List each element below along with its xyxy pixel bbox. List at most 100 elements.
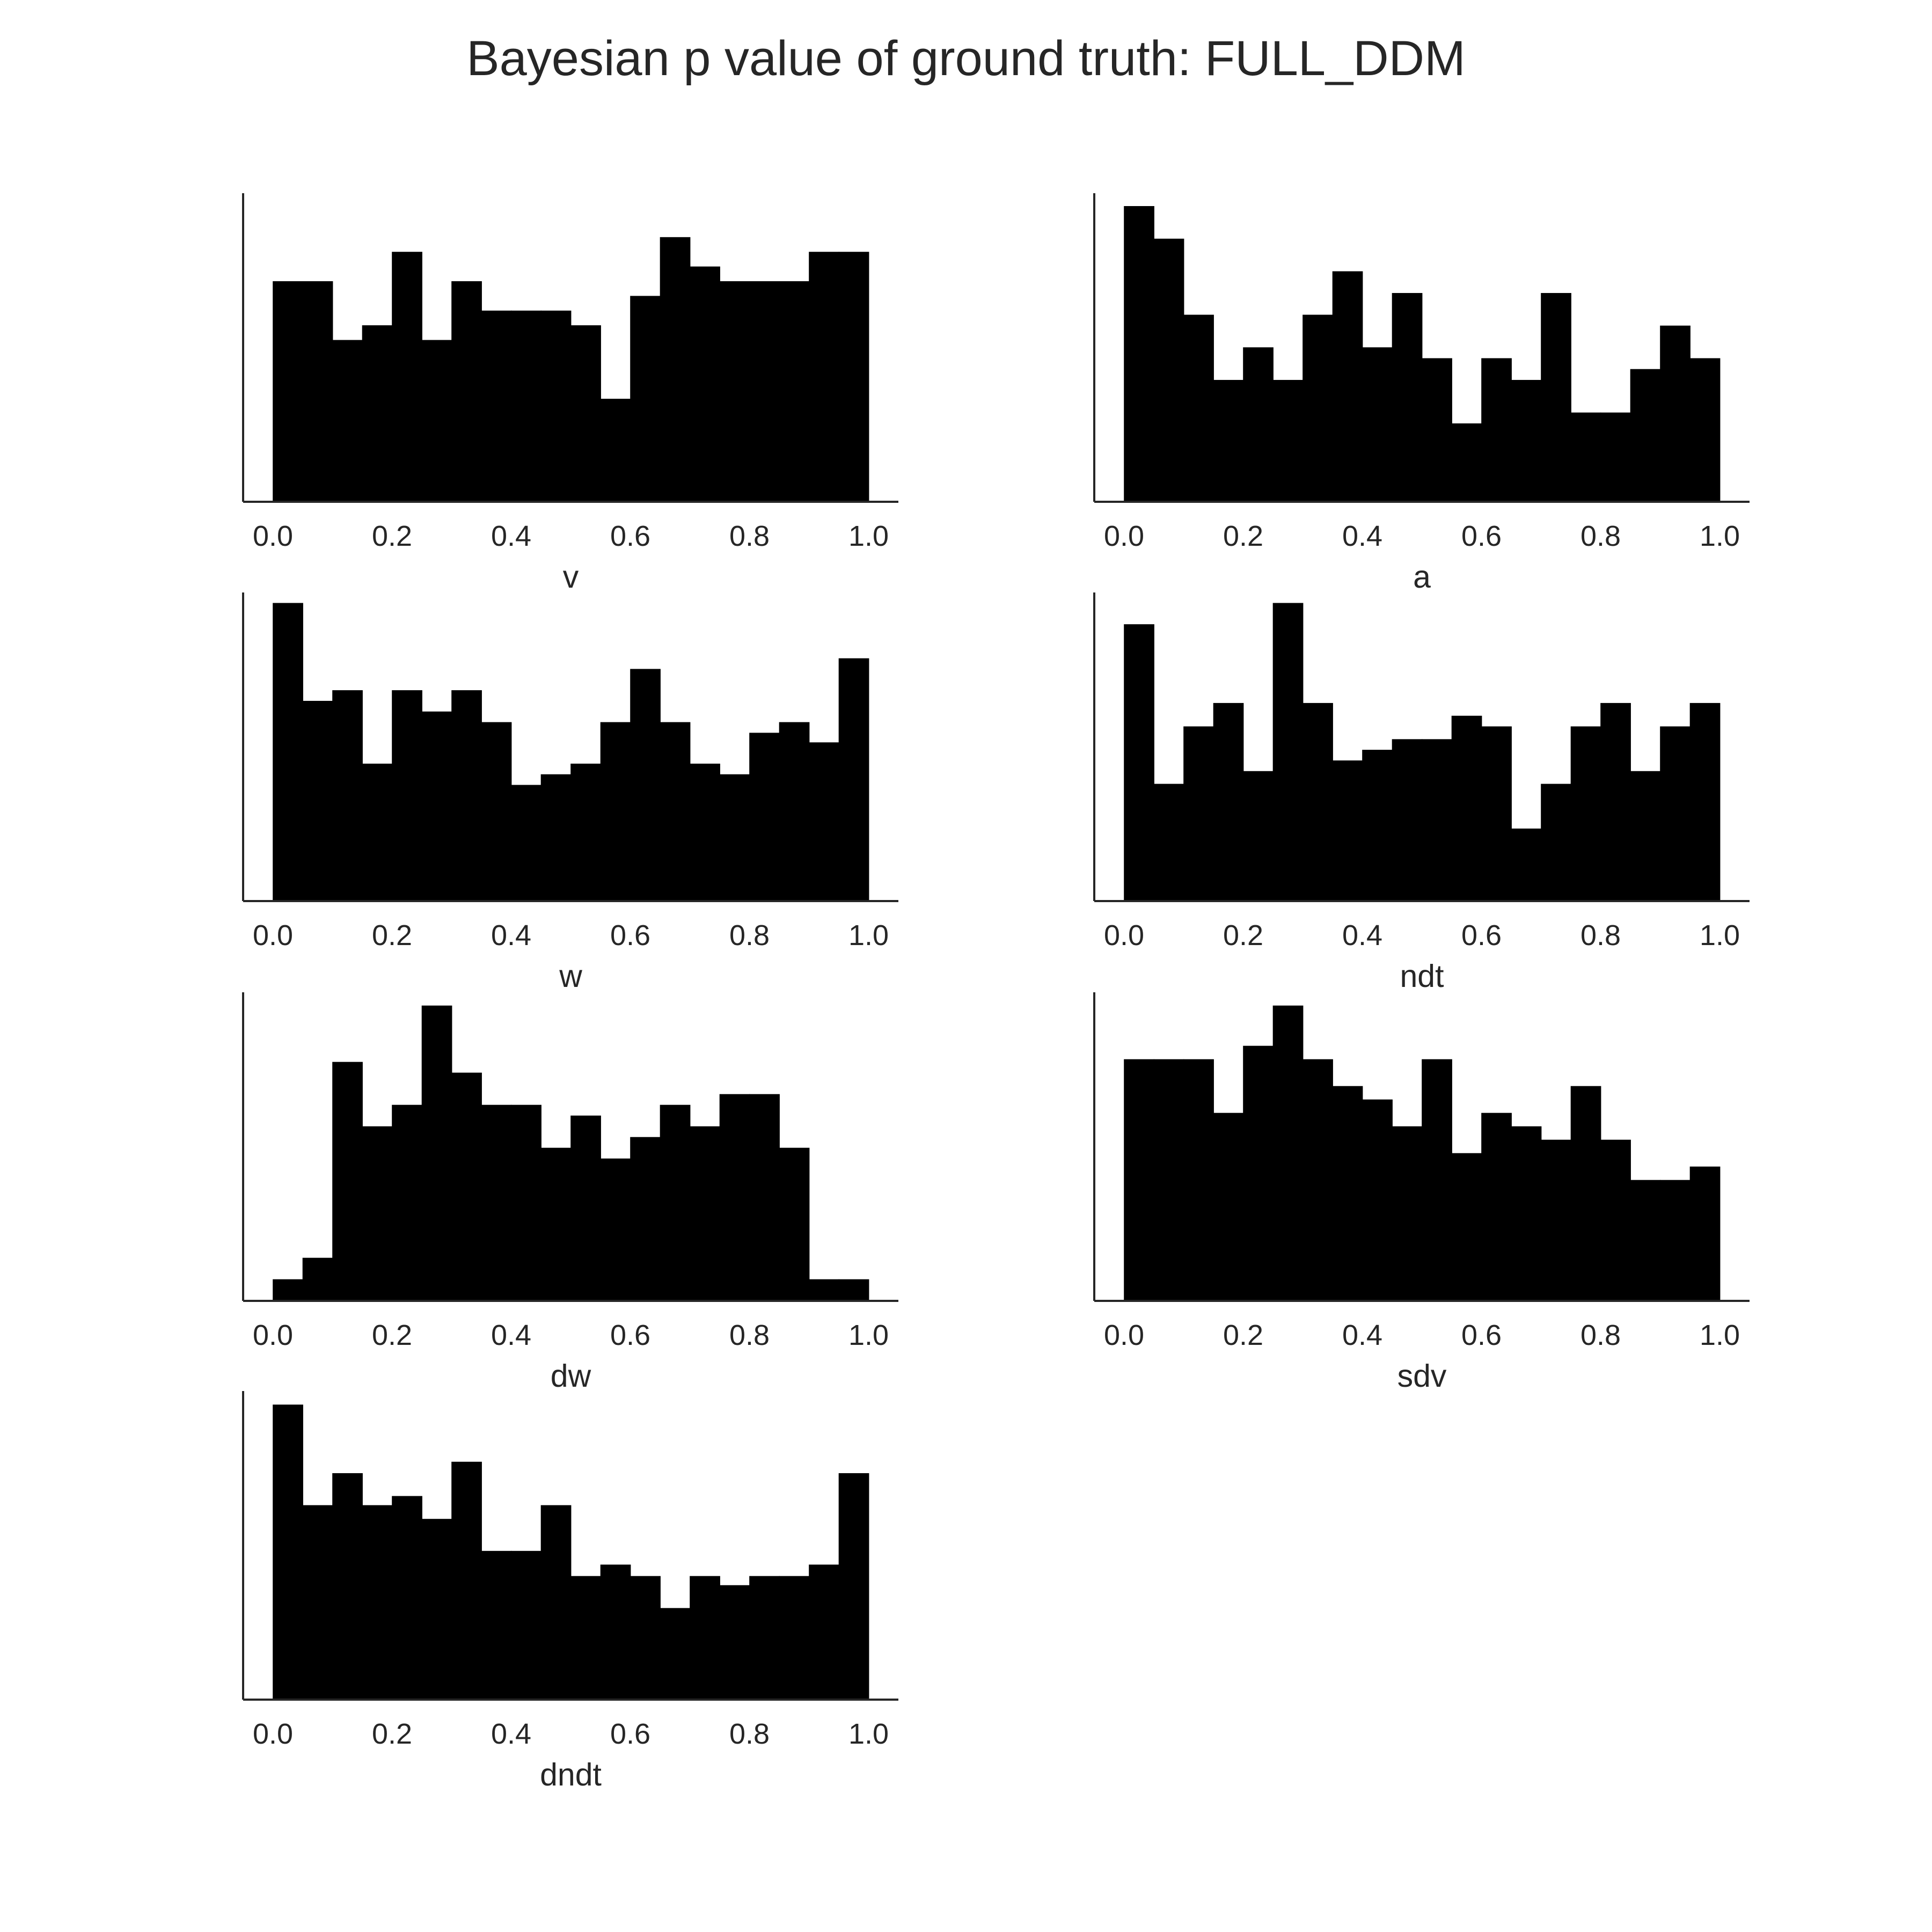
x-tick-label: 0.8: [1580, 1319, 1621, 1351]
x-tick-label: 0.8: [729, 1718, 770, 1750]
histogram-bar: [779, 281, 810, 502]
histogram-bar: [362, 1126, 393, 1301]
histogram-bar: [1332, 760, 1363, 902]
x-axis-label: dndt: [540, 1757, 602, 1792]
histogram-bar: [1124, 1059, 1154, 1301]
x-tick-label: 0.8: [729, 520, 770, 552]
histogram-bar: [1332, 271, 1363, 502]
x-tick-label: 0.2: [372, 520, 412, 552]
histogram-bar: [1630, 771, 1661, 902]
histogram-bar: [719, 1585, 750, 1700]
histogram-bar: [332, 1062, 363, 1301]
x-axis-label: v: [563, 559, 579, 595]
histogram-bar: [1213, 379, 1244, 502]
histogram-bar: [1302, 702, 1333, 902]
histogram-bar: [1422, 1059, 1452, 1301]
x-tick-label: 0.8: [1580, 520, 1621, 552]
histogram-bar: [421, 1519, 452, 1700]
x-tick-label: 0.8: [729, 919, 770, 952]
histogram-bar: [1630, 1180, 1661, 1301]
histogram-bar: [1124, 624, 1154, 902]
histogram-bar: [1243, 1045, 1274, 1301]
x-tick-label: 1.0: [1700, 1319, 1740, 1351]
histogram-bar: [749, 1576, 780, 1700]
histogram-bar: [1213, 1113, 1244, 1301]
histogram-bar: [630, 1137, 661, 1301]
histogram-bar: [1689, 702, 1721, 902]
histogram-panel-a: 0.0 0.2 0.4 0.6 0.8 1.0 a: [1093, 193, 1750, 595]
histogram-bar: [540, 774, 572, 902]
histogram-bar: [1570, 412, 1601, 502]
x-tick-label: 0.6: [610, 1319, 650, 1351]
x-tick-label: 0.0: [253, 919, 293, 952]
histogram-bar: [1392, 1126, 1423, 1301]
histogram-bar: [421, 711, 452, 902]
histogram-bar: [660, 237, 691, 502]
x-tick-label: 0.2: [1223, 520, 1263, 552]
histogram-panel-dw: 0.0 0.2 0.4 0.6 0.8 1.0 dw: [242, 992, 898, 1394]
histogram-bar: [1183, 1059, 1214, 1301]
histogram-bar: [540, 1505, 572, 1700]
histogram-bar: [1272, 603, 1304, 902]
histogram-bar: [1451, 1153, 1482, 1301]
histogram-bar: [302, 700, 333, 902]
histogram-bar: [838, 1473, 869, 1700]
x-tick-label: 0.6: [610, 1718, 650, 1750]
histogram-bar: [1541, 784, 1571, 902]
histogram-bar: [273, 603, 303, 902]
histogram-bar: [719, 281, 750, 502]
histogram-bar: [690, 266, 720, 502]
x-tick-label: 0.6: [1461, 919, 1502, 952]
histogram-bar: [660, 1608, 691, 1700]
histogram-bar: [600, 399, 631, 502]
subplot-grid: 0.0 0.2 0.4 0.6 0.8 1.0v0.0 0.2 0.4 0.6 0.8 1.0a0.…: [242, 193, 1750, 1792]
histogram-bar: [1660, 726, 1690, 902]
histogram-bar: [749, 281, 780, 502]
x-tick-label: 0.2: [372, 1319, 412, 1351]
x-tick-label: 1.0: [848, 520, 889, 552]
x-tick-label: 0.6: [610, 919, 650, 952]
histogram-bar: [749, 1094, 780, 1301]
histogram-bar: [451, 1461, 482, 1700]
histogram-bar: [1481, 358, 1512, 502]
histogram-bar: [690, 1126, 720, 1301]
x-tick-label: 0.6: [1461, 1319, 1502, 1351]
histogram-bar: [511, 1550, 541, 1700]
histogram-bar: [719, 774, 750, 902]
histogram-bar: [1511, 828, 1542, 902]
x-tick-label: 0.0: [1104, 919, 1144, 952]
histogram-bar: [1660, 325, 1690, 502]
histogram-bar: [1362, 1099, 1393, 1301]
histogram-bar: [392, 1496, 422, 1700]
histogram-bar: [600, 1564, 631, 1700]
histogram-bar: [1213, 702, 1244, 902]
histogram-bar: [1392, 292, 1423, 502]
x-tick-label: 0.0: [253, 1319, 293, 1351]
x-tick-label: 0.0: [253, 1718, 293, 1750]
histogram-bar: [392, 252, 422, 502]
histogram-bar: [570, 325, 601, 502]
histogram-bar: [511, 1104, 541, 1301]
histogram-bar: [1124, 206, 1154, 502]
x-tick-label: 0.0: [253, 520, 293, 552]
histogram-bar: [1570, 1086, 1601, 1301]
histogram-bar: [1422, 358, 1452, 502]
histogram-bar: [392, 690, 422, 902]
histogram-bar: [1630, 369, 1661, 502]
histogram-bar: [1422, 739, 1452, 902]
histogram-bar: [451, 281, 482, 502]
histogram-bar: [481, 722, 512, 902]
histogram-bar: [660, 1104, 691, 1301]
histogram-bar: [1600, 412, 1631, 502]
histogram-bar: [1362, 750, 1393, 902]
histogram-bar: [273, 281, 303, 502]
x-tick-label: 0.4: [491, 1718, 531, 1750]
histogram-bar: [838, 1279, 869, 1301]
histogram-bar: [570, 1115, 601, 1301]
histogram-bar: [809, 1564, 839, 1700]
histogram-bar: [809, 1279, 839, 1301]
histogram-bar: [1451, 423, 1482, 502]
x-tick-label: 0.8: [1580, 919, 1621, 952]
histogram-bar: [1541, 292, 1571, 502]
histogram-panel-w: 0.0 0.2 0.4 0.6 0.8 1.0 w: [242, 592, 898, 994]
